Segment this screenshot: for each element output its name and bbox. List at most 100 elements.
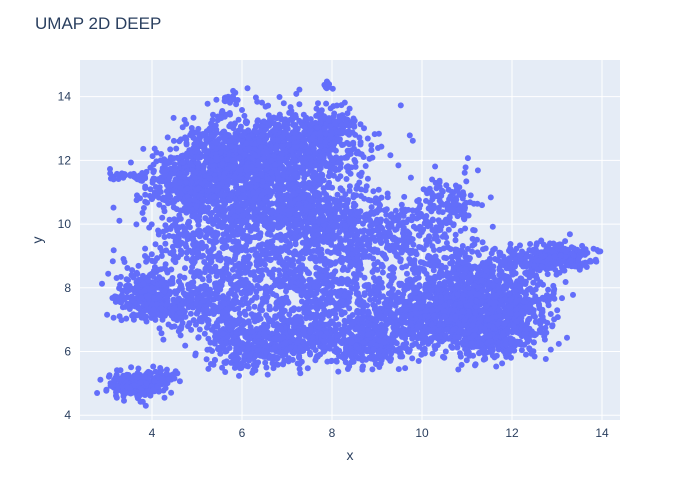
scatter-point <box>289 356 296 363</box>
scatter-point <box>156 325 163 332</box>
scatter-point <box>148 284 155 291</box>
scatter-point <box>357 173 364 179</box>
scatter-point <box>325 227 332 234</box>
scatter-point <box>309 120 315 127</box>
scatter-point <box>177 284 184 291</box>
scatter-point <box>224 333 231 340</box>
scatter-point <box>278 283 285 290</box>
scatter-point <box>264 188 271 195</box>
scatter-point <box>160 336 167 343</box>
scatter-point <box>146 388 153 394</box>
scatter-point <box>256 256 263 263</box>
scatter-point <box>308 290 315 296</box>
scatter-point <box>207 125 213 132</box>
scatter-point <box>337 235 343 242</box>
scatter-point <box>203 206 210 213</box>
scatter-point <box>200 285 207 292</box>
scatter-point <box>163 370 170 377</box>
scatter-point <box>146 293 152 300</box>
scatter-point <box>131 312 138 319</box>
scatter-point <box>226 345 233 351</box>
scatter-point <box>219 343 225 349</box>
scatter-point <box>293 217 299 224</box>
scatter-point <box>324 281 331 287</box>
scatter-point <box>286 211 293 218</box>
scatter-point <box>191 273 197 280</box>
scatter-point <box>135 262 142 269</box>
scatter-point <box>330 165 337 171</box>
scatter-point <box>301 170 308 177</box>
scatter-point <box>153 149 160 156</box>
scatter-point <box>122 287 129 294</box>
scatter-point <box>275 207 281 214</box>
scatter-point <box>228 163 235 170</box>
scatter-point <box>111 376 118 383</box>
scatter-point <box>159 178 166 185</box>
scatter-point <box>147 186 154 193</box>
scatter-point <box>159 375 165 382</box>
scatter-point <box>252 294 258 301</box>
scatter-point <box>300 194 307 201</box>
scatter-point <box>227 191 234 198</box>
scatter-point <box>105 373 112 380</box>
scatter-point <box>376 275 383 282</box>
scatter-point <box>304 365 311 372</box>
scatter-point <box>193 146 200 153</box>
scatter-point <box>217 350 224 357</box>
scatter-point <box>164 300 171 307</box>
scatter-point <box>375 130 382 137</box>
scatter-point <box>231 213 238 220</box>
scatter-point <box>268 157 275 164</box>
scatter-point <box>234 346 241 353</box>
scatter-point <box>362 163 369 169</box>
scatter-point <box>165 192 171 199</box>
scatter-point <box>267 238 274 245</box>
scatter-point <box>282 243 288 250</box>
scatter-point <box>296 101 303 108</box>
scatter-point <box>229 229 236 235</box>
scatter-point <box>217 257 224 264</box>
scatter-point <box>173 145 180 152</box>
scatter-point <box>291 135 298 141</box>
scatter-point <box>231 284 238 291</box>
scatter-point <box>278 306 285 312</box>
scatter-point <box>406 132 413 139</box>
scatter-point <box>157 312 164 319</box>
scatter-point <box>220 198 227 205</box>
scatter-point <box>351 200 357 207</box>
scatter-point <box>273 143 280 150</box>
scatter-point <box>290 251 297 258</box>
scatter-point <box>259 339 266 346</box>
scatter-point <box>353 150 360 157</box>
scatter-point <box>303 289 309 296</box>
scatter-point <box>147 369 154 376</box>
scatter-point <box>176 378 183 385</box>
scatter-point <box>292 240 299 247</box>
scatter-point <box>213 129 220 136</box>
scatter-point <box>151 191 158 198</box>
scatter-point <box>344 244 351 251</box>
scatter-point <box>138 294 145 301</box>
scatter-point <box>287 104 294 111</box>
scatter-point <box>204 100 211 107</box>
scatter-point <box>271 335 278 342</box>
scatter-point <box>206 293 213 300</box>
scatter-point <box>171 155 177 162</box>
scatter-point <box>208 326 215 333</box>
scatter-point <box>201 330 208 337</box>
scatter-point <box>364 175 371 182</box>
scatter-point <box>243 140 250 147</box>
scatter-point <box>327 153 334 160</box>
scatter-point <box>368 142 375 149</box>
scatter-point <box>143 168 150 175</box>
scatter-point <box>350 115 357 122</box>
scatter-point <box>262 196 268 203</box>
scatter-point <box>205 273 212 280</box>
scatter-point <box>152 316 159 323</box>
scatter-point <box>109 258 116 265</box>
scatter-point <box>244 237 251 244</box>
scatter-point <box>221 217 228 224</box>
scatter-point <box>135 276 142 283</box>
scatter-point <box>264 183 271 189</box>
scatter-point <box>310 141 317 148</box>
